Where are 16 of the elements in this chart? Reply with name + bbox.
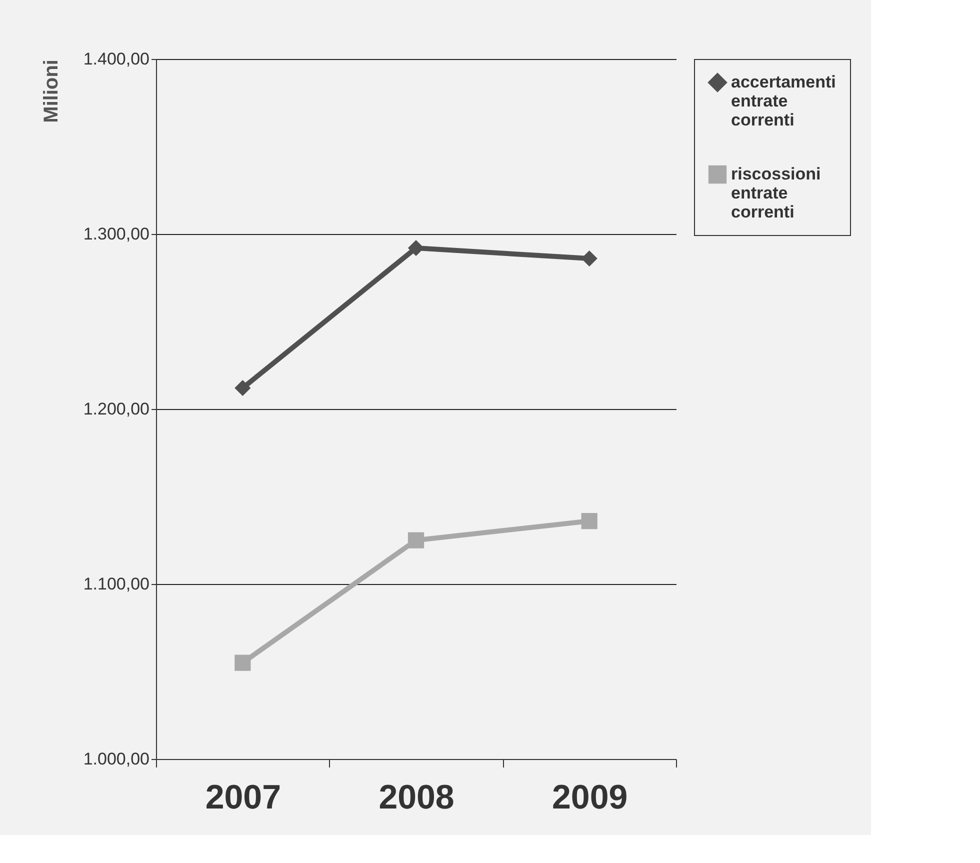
x-tick-label: 2009 — [552, 778, 628, 816]
point — [581, 512, 598, 530]
point — [408, 532, 424, 548]
point — [581, 250, 598, 267]
y-axis-title: Milioni — [40, 60, 62, 123]
y-tick-label: 1.200,00 — [83, 400, 150, 418]
y-tick-label: 1.000,00 — [83, 750, 150, 768]
point — [234, 380, 251, 396]
legend-label: riscossioni entrate correnti — [731, 164, 821, 222]
legend-label: accertamenti entrate correnti — [731, 72, 836, 130]
x-tick-label: 2007 — [205, 778, 281, 816]
x-tick-label: 2008 — [378, 778, 454, 816]
point — [234, 654, 251, 671]
y-tick-label: 1.100,00 — [83, 574, 150, 594]
y-tick-label: 1.400,00 — [83, 50, 150, 68]
y-tick-label: 1.300,00 — [83, 224, 150, 244]
